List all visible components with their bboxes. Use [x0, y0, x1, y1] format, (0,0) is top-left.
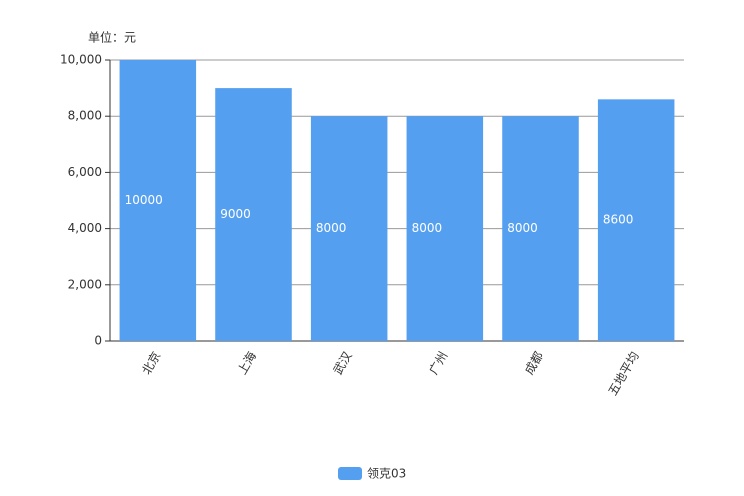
unit-label: 单位：元 — [88, 30, 136, 45]
x-tick-label: 成都 — [522, 349, 546, 377]
x-tick-label: 广州 — [426, 349, 450, 377]
x-tick-label: 武汉 — [331, 349, 355, 377]
value-label: 8000 — [412, 221, 443, 235]
bar — [310, 116, 388, 341]
y-tick-label: 2,000 — [68, 277, 102, 291]
x-tick-label: 北京 — [139, 349, 163, 377]
x-tick-label: 五地平均 — [606, 349, 642, 398]
y-tick-label: 10,000 — [60, 53, 102, 67]
y-tick-label: 4,000 — [68, 221, 102, 235]
bar — [215, 88, 292, 341]
bar — [502, 116, 579, 341]
value-label: 8000 — [507, 221, 538, 235]
value-label: 10000 — [125, 193, 163, 207]
bar — [119, 60, 197, 341]
y-tick-label: 8,000 — [68, 109, 102, 123]
bar — [597, 99, 675, 341]
y-tick-label: 6,000 — [68, 165, 102, 179]
x-tick-label: 上海 — [234, 349, 259, 377]
value-label: 9000 — [220, 207, 251, 221]
value-label: 8600 — [603, 213, 634, 227]
legend-label: 领克03 — [367, 467, 406, 481]
bar — [406, 116, 484, 341]
y-tick-label: 0 — [94, 334, 102, 348]
legend-swatch — [338, 467, 362, 480]
value-label: 8000 — [316, 221, 347, 235]
